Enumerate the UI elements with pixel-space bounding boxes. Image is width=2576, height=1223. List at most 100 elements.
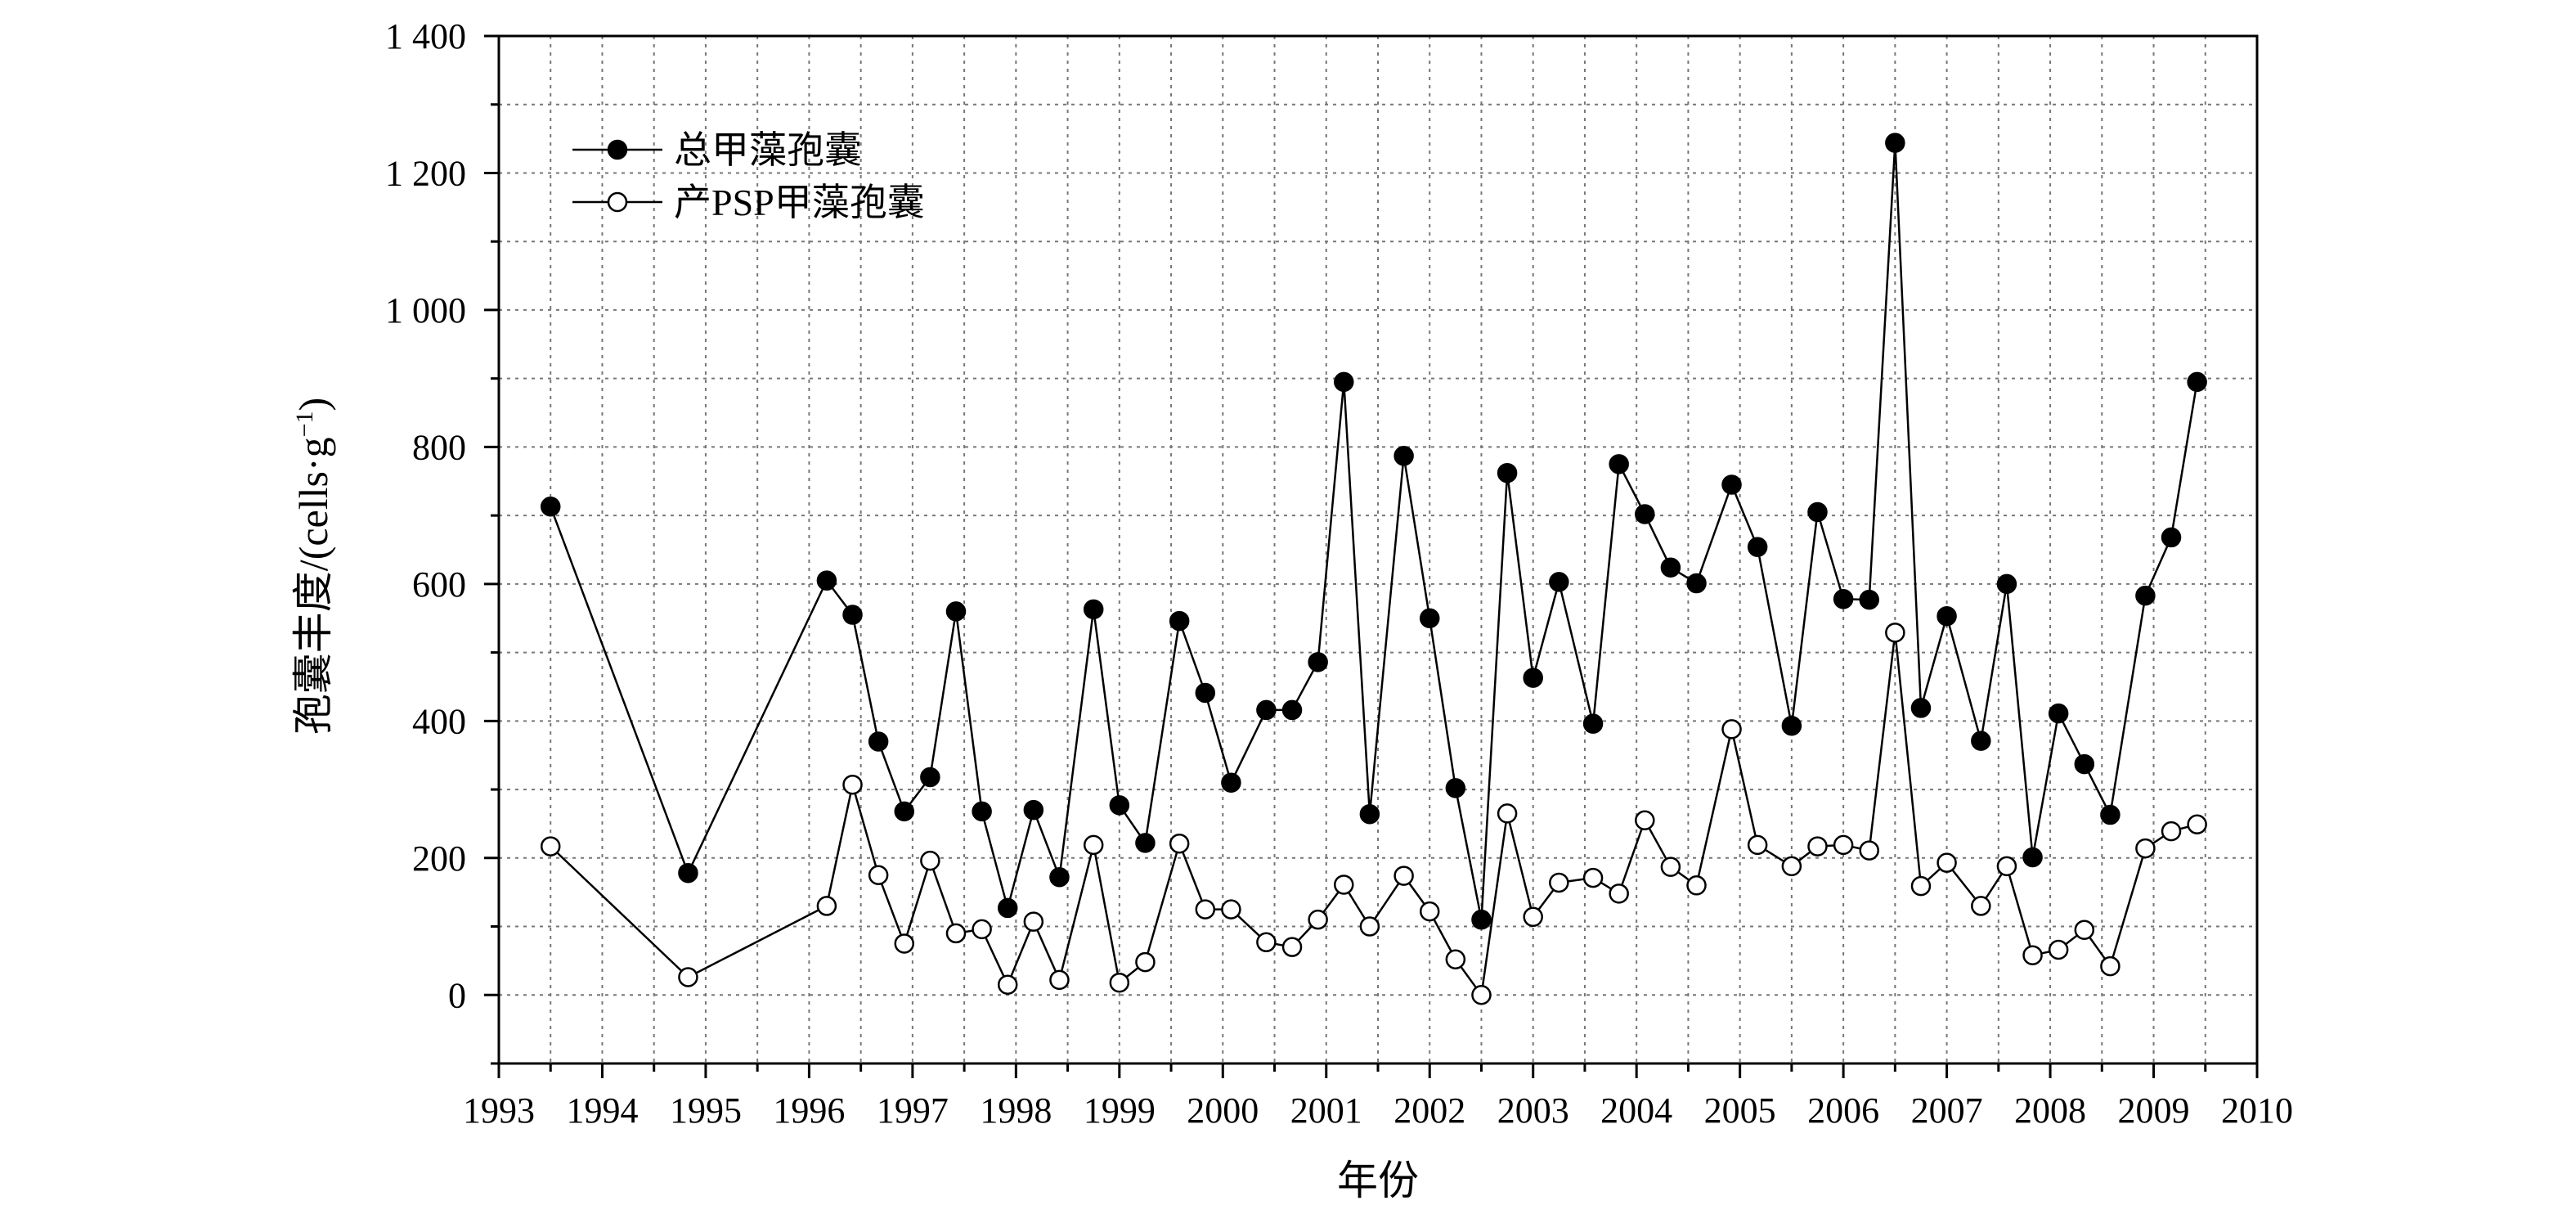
- data-point-open: [2161, 821, 2182, 842]
- data-point-filled: [1635, 504, 1655, 524]
- legend-marker: [607, 139, 628, 160]
- data-point-filled: [894, 801, 915, 822]
- data-point-filled: [2022, 847, 2043, 868]
- data-point-filled: [1023, 799, 1044, 821]
- data-point-filled: [1996, 573, 2017, 595]
- series-2: [540, 623, 2207, 1005]
- data-point-open: [1523, 906, 1543, 928]
- data-point-open: [945, 923, 967, 944]
- data-point-filled: [816, 570, 837, 591]
- data-point-open: [1936, 852, 1957, 873]
- y-axis-title: 孢囊丰度/(cells·g−1): [290, 398, 336, 735]
- data-point-filled: [1807, 501, 1828, 523]
- data-point-filled: [1721, 474, 1742, 495]
- data-point-filled: [2135, 585, 2156, 606]
- x-axis-title: 年份: [1337, 1158, 1419, 1203]
- legend-label: 产PSP甲藻孢囊: [674, 182, 925, 223]
- data-point-open: [2048, 939, 2069, 960]
- data-point-open: [1281, 937, 1303, 957]
- data-point-filled: [1169, 610, 1190, 632]
- y-tick-label: 600: [412, 564, 466, 605]
- data-point-open: [1023, 911, 1044, 932]
- data-point-open: [1549, 872, 1569, 893]
- x-tick-label: 2010: [2221, 1090, 2293, 1131]
- x-tick-label: 2003: [1497, 1090, 1569, 1131]
- data-point-open: [1996, 856, 2017, 877]
- data-point-open: [842, 774, 863, 795]
- data-point-open: [2187, 814, 2207, 835]
- x-tick-label: 1999: [1084, 1090, 1156, 1131]
- x-tick-label: 1996: [773, 1090, 845, 1131]
- x-tick-label: 2005: [1704, 1090, 1776, 1131]
- data-point-filled: [842, 605, 863, 625]
- data-point-filled: [1135, 833, 1156, 853]
- data-point-open: [1781, 856, 1802, 877]
- y-tick-label: 200: [412, 839, 466, 879]
- data-point-open: [894, 933, 915, 954]
- data-point-filled: [2187, 371, 2207, 393]
- data-point-filled: [1549, 572, 1569, 592]
- data-point-filled: [1281, 699, 1303, 721]
- data-point-open: [1256, 932, 1277, 953]
- x-tick-label: 2009: [2118, 1090, 2190, 1131]
- data-point-filled: [997, 897, 1018, 919]
- data-point-filled: [2100, 804, 2120, 825]
- x-tick-label: 2007: [1911, 1090, 1983, 1131]
- data-point-filled: [678, 862, 698, 884]
- data-point-filled: [1833, 589, 1854, 609]
- x-tick-label: 1997: [877, 1090, 949, 1131]
- data-point-open: [1686, 875, 1707, 896]
- data-point-filled: [868, 731, 889, 752]
- data-point-open: [1885, 623, 1905, 643]
- y-axis-title-main: 孢囊丰度/(cells·g: [290, 437, 336, 735]
- data-point-filled: [1971, 731, 1991, 751]
- data-point-filled: [1497, 462, 1518, 483]
- data-point-filled: [1660, 557, 1681, 578]
- data-series: [540, 133, 2207, 1005]
- axis-ticks: 1993 1994 1995 1996 1997 1998 1999 2000 2001 2002…: [385, 16, 2293, 1131]
- data-point-filled: [920, 767, 940, 788]
- data-point-open: [997, 974, 1018, 995]
- data-point-open: [2074, 919, 2095, 940]
- data-point-open: [1859, 840, 1879, 861]
- data-point-open: [2100, 955, 2120, 977]
- data-point-open: [920, 850, 940, 871]
- legend-item: 产PSP甲藻孢囊: [572, 182, 925, 223]
- y-tick-label: 1 400: [385, 16, 466, 56]
- y-tick-label: 1 000: [385, 290, 466, 330]
- data-point-open: [1135, 951, 1156, 973]
- data-point-filled: [2048, 703, 2069, 724]
- data-point-filled: [1334, 371, 1354, 393]
- y-tick-label: 1 200: [385, 153, 466, 193]
- data-point-open: [972, 919, 992, 940]
- data-point-filled: [1419, 608, 1440, 628]
- x-tick-label: 1993: [463, 1090, 535, 1131]
- x-tick-label: 1994: [566, 1090, 638, 1131]
- data-point-open: [2135, 838, 2156, 859]
- x-tick-label: 2000: [1187, 1090, 1259, 1131]
- data-point-open: [1747, 834, 1768, 856]
- data-point-filled: [1582, 713, 1604, 734]
- data-point-open: [868, 865, 889, 885]
- data-point-filled: [1686, 573, 1707, 594]
- data-point-open: [1497, 803, 1518, 824]
- data-point-filled: [1445, 778, 1466, 798]
- data-point-filled: [1609, 454, 1629, 474]
- data-point-filled: [1910, 698, 1932, 718]
- data-point-open: [1083, 834, 1104, 856]
- data-point-open: [1445, 949, 1466, 969]
- data-point-open: [2022, 945, 2043, 965]
- data-point-open: [1660, 857, 1681, 877]
- data-point-open: [1195, 899, 1216, 919]
- data-point-open: [1049, 969, 1070, 991]
- data-point-open: [1807, 836, 1828, 857]
- data-point-open: [1393, 866, 1414, 886]
- data-point-filled: [1049, 866, 1070, 888]
- y-tick-label: 400: [412, 701, 466, 741]
- data-point-filled: [1195, 682, 1216, 704]
- data-point-open: [1582, 867, 1604, 888]
- data-point-open: [1471, 985, 1492, 1005]
- x-tick-label: 2001: [1290, 1090, 1362, 1131]
